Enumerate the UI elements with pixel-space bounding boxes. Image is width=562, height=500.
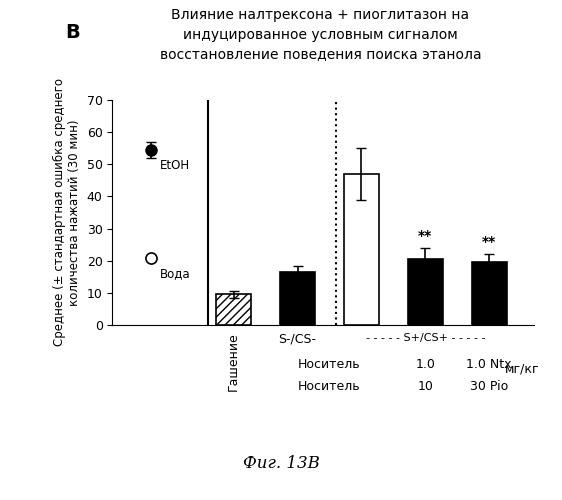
Bar (472, 262, 507, 325)
Text: 1.0 Ntx: 1.0 Ntx (466, 358, 512, 370)
Text: B: B (66, 22, 80, 42)
Text: Влияние налтрексона + пиоглитазон на: Влияние налтрексона + пиоглитазон на (171, 8, 469, 22)
Text: Вода: Вода (160, 267, 191, 280)
Text: Носитель: Носитель (298, 380, 361, 393)
Text: - - - - - S+/CS+ - - - - -: - - - - - S+/CS+ - - - - - (366, 332, 485, 342)
Text: Гашение: Гашение (227, 332, 240, 391)
Text: **: ** (482, 236, 496, 250)
Text: восстановление поведения поиска этанола: восстановление поведения поиска этанола (160, 48, 481, 62)
Text: мг/кг: мг/кг (505, 362, 540, 376)
Text: 1.0: 1.0 (415, 358, 436, 370)
Text: **: ** (418, 229, 432, 243)
Text: индуцированное условным сигналом: индуцированное условным сигналом (183, 28, 457, 42)
Bar (216, 294, 251, 325)
Bar (344, 174, 379, 325)
Y-axis label: Среднее (± стандартная ошибка среднего
количества нажатий (30 мин): Среднее (± стандартная ошибка среднего к… (53, 78, 81, 346)
Bar (280, 272, 315, 325)
Text: Носитель: Носитель (298, 358, 361, 370)
Text: S-/CS-: S-/CS- (279, 332, 316, 345)
Text: Фиг. 13В: Фиг. 13В (243, 456, 319, 472)
Bar (408, 259, 443, 325)
Text: EtOH: EtOH (160, 160, 191, 172)
Text: 10: 10 (418, 380, 433, 393)
Text: 30 Pio: 30 Pio (470, 380, 508, 393)
